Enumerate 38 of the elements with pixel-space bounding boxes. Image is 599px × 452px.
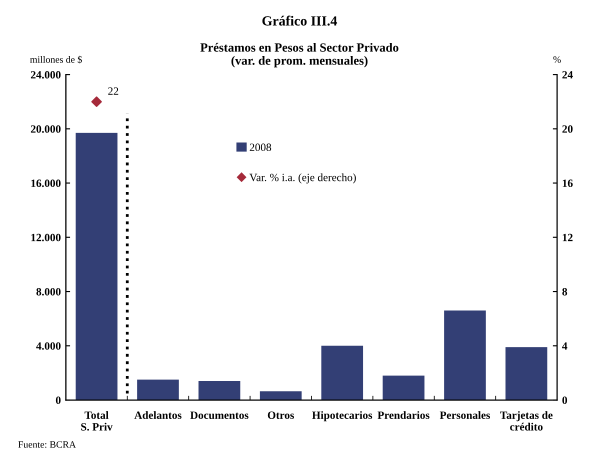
y-tick-label: 4.000 bbox=[36, 342, 61, 350]
y-tick-label: 0 bbox=[56, 396, 61, 404]
bar bbox=[198, 381, 240, 400]
bar bbox=[76, 132, 118, 400]
x-tick-label: Tarjetas de crédito bbox=[500, 411, 553, 431]
chart-title: Gráfico III.4 bbox=[262, 16, 338, 26]
bar bbox=[444, 310, 486, 400]
x-tick-label: Personales bbox=[440, 411, 490, 419]
x-tick-label: Prendarios bbox=[378, 411, 430, 419]
bar bbox=[382, 376, 424, 400]
y2-tick-label: 0 bbox=[562, 396, 568, 404]
bar bbox=[137, 380, 179, 400]
x-tick-label: Adelantos bbox=[134, 411, 182, 419]
y2-tick-label: 4 bbox=[562, 342, 568, 350]
legend-label: 2008 bbox=[250, 144, 272, 152]
y2-tick-label: 20 bbox=[562, 125, 573, 133]
bar bbox=[505, 347, 548, 400]
x-tick-label: Total S. Priv bbox=[81, 411, 113, 431]
y2-axis-title: % bbox=[553, 56, 561, 63]
y-axis-title: millones de $ bbox=[30, 56, 82, 64]
bar bbox=[321, 346, 364, 400]
data-label: 22 bbox=[108, 87, 118, 95]
y2-tick-label: 24 bbox=[562, 71, 573, 78]
bar bbox=[260, 391, 302, 400]
y-tick-label: 8.000 bbox=[36, 288, 61, 296]
x-tick-label: Hipotecarios bbox=[312, 411, 372, 422]
y-tick-label: 16.000 bbox=[31, 180, 61, 188]
y-tick-label: 24.000 bbox=[30, 71, 61, 79]
y2-tick-label: 12 bbox=[562, 234, 573, 242]
y2-tick-label: 16 bbox=[562, 180, 573, 188]
y-tick-label: 20.000 bbox=[30, 125, 61, 133]
x-tick-label: Documentos bbox=[190, 412, 248, 419]
y2-tick-label: 8 bbox=[562, 288, 568, 296]
legend-label: Var. % i.a. (eje derecho) bbox=[249, 173, 356, 184]
x-tick-label: Otros bbox=[268, 411, 294, 419]
source-note: Fuente: BCRA bbox=[18, 441, 76, 448]
chart-subtitle: Préstamos en Pesos al Sector Privado (var. de prom. mensuales) bbox=[200, 42, 398, 68]
y-tick-label: 12.000 bbox=[31, 234, 61, 242]
